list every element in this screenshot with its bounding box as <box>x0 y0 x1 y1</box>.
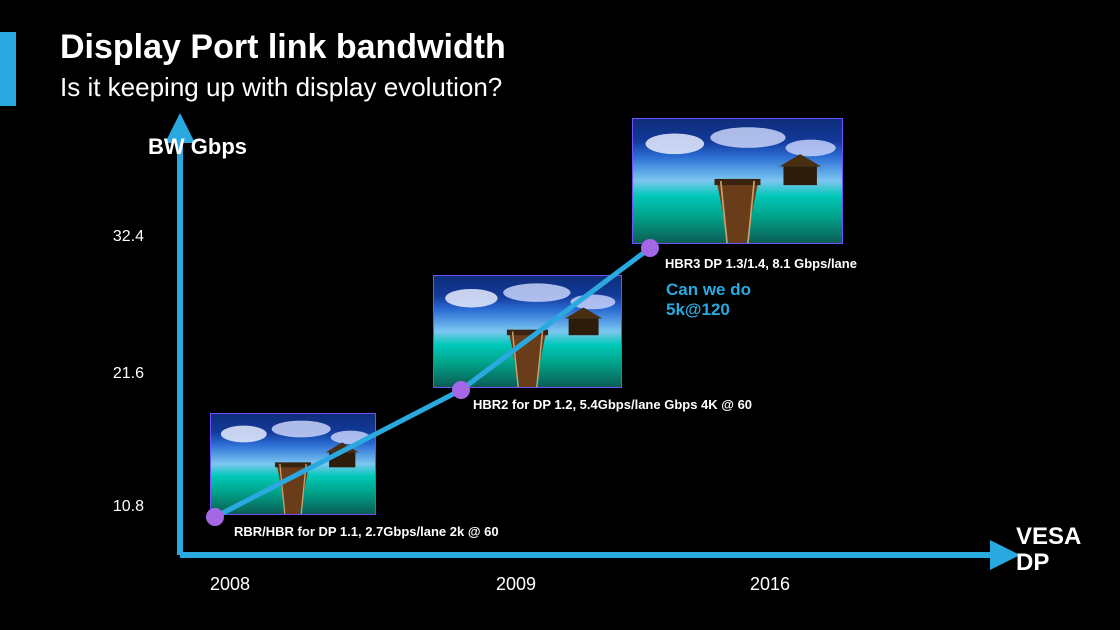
y-axis-label: BW Gbps <box>148 134 247 160</box>
point-label-2: HBR3 DP 1.3/1.4, 8.1 Gbps/lane <box>665 256 857 271</box>
y-tick-10.8: 10.8 <box>94 498 144 516</box>
x-tick-2016: 2016 <box>750 574 790 595</box>
callout-5k120: Can we do5k@120 <box>666 280 751 321</box>
point-label-0: RBR/HBR for DP 1.1, 2.7Gbps/lane 2k @ 60 <box>234 524 499 539</box>
x-tick-2008: 2008 <box>210 574 250 595</box>
point-label-1: HBR2 for DP 1.2, 5.4Gbps/lane Gbps 4K @ … <box>473 397 752 412</box>
bandwidth-chart <box>0 0 1120 630</box>
x-axis-label: VESADP <box>1016 524 1081 577</box>
x-tick-2009: 2009 <box>496 574 536 595</box>
y-tick-32.4: 32.4 <box>94 228 144 246</box>
y-tick-21.6: 21.6 <box>94 365 144 383</box>
